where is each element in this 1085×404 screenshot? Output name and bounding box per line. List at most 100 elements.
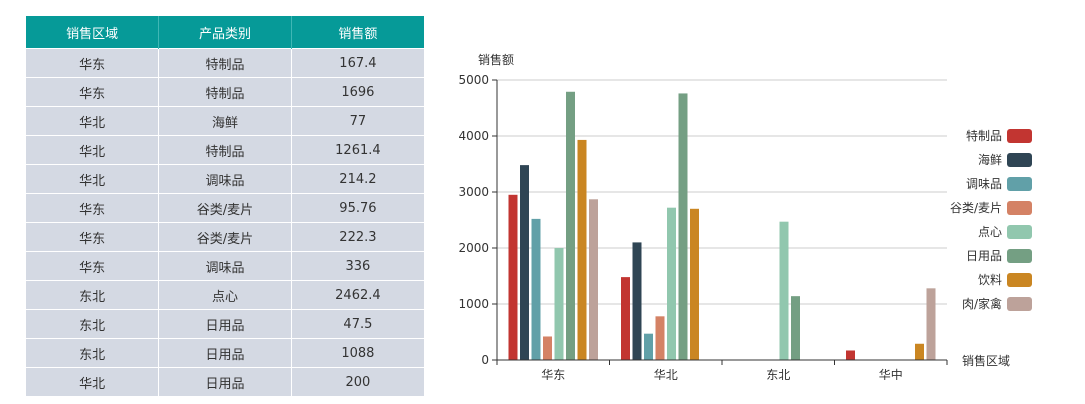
bar[interactable]: [667, 207, 676, 360]
y-tick-label: 4000: [458, 129, 489, 143]
cell-sales: 1261.4: [291, 135, 424, 165]
bar[interactable]: [543, 336, 552, 360]
legend-swatch[interactable]: [1007, 201, 1032, 215]
cell-region: 华北: [26, 164, 160, 194]
bars: [508, 91, 936, 360]
cell-region: 华东: [26, 48, 160, 78]
bar[interactable]: [621, 277, 630, 360]
legend-label: 特制品: [966, 128, 1002, 143]
bar[interactable]: [791, 296, 800, 360]
cell-sales: 1696: [291, 77, 424, 107]
cell-region: 华东: [26, 77, 160, 107]
table-row: 华北 日用品 200: [26, 367, 424, 396]
bar[interactable]: [655, 316, 665, 360]
legend-label: 海鲜: [978, 152, 1002, 167]
cell-region: 华东: [26, 251, 160, 281]
column-header-region[interactable]: 销售区域: [26, 16, 160, 49]
table-header-row: 销售区域 产品类别 销售额: [26, 16, 424, 49]
cell-category: 日用品: [158, 367, 292, 396]
bar[interactable]: [566, 91, 575, 360]
y-tick-label: 2000: [458, 241, 489, 255]
table-row: 华东 特制品 167.4: [26, 48, 424, 78]
bar[interactable]: [644, 333, 653, 360]
x-tick-label: 华东: [541, 368, 565, 380]
table-row: 华东 谷类/麦片 222.3: [26, 222, 424, 252]
y-tick-label: 5000: [458, 73, 489, 87]
cell-category: 日用品: [158, 309, 292, 339]
cell-sales: 1088: [291, 338, 424, 368]
cell-region: 东北: [26, 309, 160, 339]
grid-lines: [497, 79, 947, 305]
cell-sales: 222.3: [291, 222, 424, 252]
x-tick-label: 华中: [879, 367, 903, 380]
cell-region: 华北: [26, 367, 160, 396]
cell-category: 特制品: [158, 77, 292, 107]
table-row: 华北 海鲜 77: [26, 106, 424, 136]
legend-label: 谷类/麦片: [950, 201, 1002, 215]
cell-region: 华东: [26, 193, 160, 223]
bar[interactable]: [632, 242, 642, 360]
cell-category: 日用品: [158, 338, 292, 368]
table-row: 华北 调味品 214.2: [26, 164, 424, 194]
cell-category: 调味品: [158, 164, 292, 194]
bar[interactable]: [554, 248, 564, 360]
table-row: 华北 特制品 1261.4: [26, 135, 424, 165]
y-tick-label: 0: [481, 353, 489, 367]
cell-category: 特制品: [158, 48, 292, 78]
axes: 0 1000 2000 3000 4000 5000 华东 华北 东北 华中: [458, 73, 948, 380]
column-header-category[interactable]: 产品类别: [158, 16, 292, 49]
legend-swatch[interactable]: [1007, 153, 1032, 167]
legend-swatch[interactable]: [1007, 249, 1032, 263]
cell-sales: 95.76: [291, 193, 424, 223]
y-tick-label: 3000: [458, 185, 489, 199]
cell-region: 华东: [26, 222, 160, 252]
bar[interactable]: [577, 139, 587, 360]
bar[interactable]: [508, 194, 518, 360]
cell-sales: 200: [291, 367, 424, 396]
legend-label: 点心: [978, 225, 1002, 239]
cell-category: 谷类/麦片: [158, 222, 292, 252]
table-row: 东北 日用品 1088: [26, 338, 424, 368]
legend-swatch[interactable]: [1007, 225, 1032, 239]
cell-region: 华北: [26, 106, 160, 136]
column-header-sales[interactable]: 销售额: [291, 16, 424, 49]
y-tick-label: 1000: [458, 297, 489, 311]
sales-bar-chart: 销售额 销售区域 0 1000 2000 3000 4000 5000 华东 华北 东北 华中 特…: [458, 52, 1032, 380]
y-axis-title: 销售额: [478, 52, 514, 67]
cell-sales: 77: [291, 106, 424, 136]
bar[interactable]: [678, 93, 688, 360]
table-row: 华东 调味品 336: [26, 251, 424, 281]
cell-category: 特制品: [158, 135, 292, 165]
cell-sales: 47.5: [291, 309, 424, 339]
table-row: 华东 谷类/麦片 95.76: [26, 193, 424, 223]
legend-label: 饮料: [978, 273, 1002, 287]
bar[interactable]: [589, 199, 598, 360]
cell-category: 调味品: [158, 251, 292, 281]
sales-data-table: 销售区域 产品类别 销售额 华东 特制品 167.4 华东 特制品 1696 华北 海鲜 77 华…: [26, 16, 424, 396]
table-row: 东北 日用品 47.5: [26, 309, 424, 339]
legend-swatch[interactable]: [1007, 273, 1032, 287]
cell-region: 东北: [26, 338, 160, 368]
bar[interactable]: [531, 218, 541, 360]
legend-label: 调味品: [966, 177, 1002, 191]
table-row: 华东 特制品 1696: [26, 77, 424, 107]
legend-label: 日用品: [966, 249, 1002, 263]
legend-label: 肉/家禽: [962, 296, 1002, 311]
legend-swatch[interactable]: [1007, 297, 1032, 311]
cell-sales: 2462.4: [291, 280, 424, 310]
cell-region: 东北: [26, 280, 160, 310]
bar[interactable]: [926, 288, 936, 360]
x-tick-label: 华北: [654, 368, 678, 380]
cell-category: 谷类/麦片: [158, 193, 292, 223]
table-row: 东北 点心 2462.4: [26, 280, 424, 310]
bar[interactable]: [520, 165, 529, 360]
bar[interactable]: [779, 221, 789, 360]
legend-swatch[interactable]: [1007, 129, 1032, 143]
bar[interactable]: [915, 343, 924, 360]
cell-sales: 336: [291, 251, 424, 281]
legend-swatch[interactable]: [1007, 177, 1032, 191]
x-tick-label: 东北: [766, 368, 790, 380]
bar[interactable]: [690, 208, 699, 360]
bar[interactable]: [846, 350, 855, 360]
